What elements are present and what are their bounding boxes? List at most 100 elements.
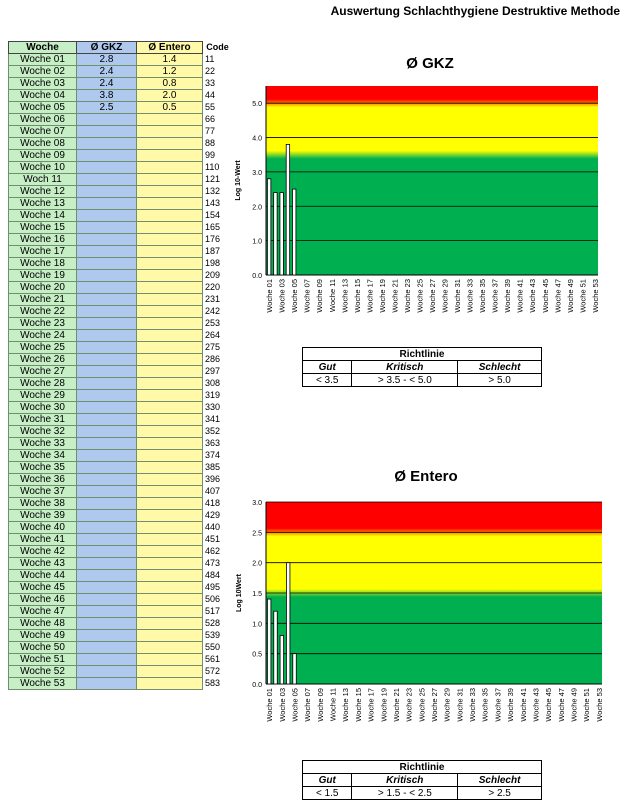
gkz-cell bbox=[76, 509, 137, 522]
entero-cell bbox=[136, 665, 203, 678]
table-row: Woche 46 506 bbox=[8, 593, 231, 606]
x-tick-label: Woche 03 bbox=[278, 688, 287, 722]
x-tick-label: Woche 33 bbox=[468, 688, 477, 722]
gkz-cell bbox=[76, 221, 137, 234]
y-tick-label: 1.0 bbox=[252, 621, 262, 628]
entero-cell bbox=[136, 629, 203, 642]
header-code: Code bbox=[202, 41, 231, 54]
table-row: Woche 38 418 bbox=[8, 497, 231, 510]
bar bbox=[267, 178, 272, 276]
table-row: Woche 02 2.4 1.2 22 bbox=[8, 65, 231, 78]
code-cell: 99 bbox=[202, 149, 231, 162]
x-tick-label: Woche 51 bbox=[578, 279, 587, 313]
x-tick-label: Woche 19 bbox=[378, 279, 387, 313]
guideline-value-gut: < 3.5 bbox=[301, 373, 353, 387]
entero-cell bbox=[136, 413, 203, 426]
code-cell: 506 bbox=[202, 593, 231, 606]
x-tick-label: Woche 47 bbox=[557, 688, 566, 722]
week-cell: Woche 35 bbox=[8, 461, 77, 474]
table-row: Woche 20 220 bbox=[8, 281, 231, 294]
gkz-cell bbox=[76, 401, 137, 414]
gkz-cell bbox=[76, 197, 137, 210]
x-tick-label: Woche 17 bbox=[365, 279, 374, 313]
table-row: Woche 22 242 bbox=[8, 305, 231, 318]
gkz-cell bbox=[76, 425, 137, 438]
x-tick-label: Woche 09 bbox=[316, 688, 325, 722]
x-tick-label: Woche 25 bbox=[415, 279, 424, 313]
entero-cell bbox=[136, 209, 203, 222]
table-row: Woche 10 110 bbox=[8, 161, 231, 174]
bar bbox=[273, 192, 278, 276]
x-tick-label: Woche 45 bbox=[541, 279, 550, 313]
week-cell: Woche 16 bbox=[8, 233, 77, 246]
table-row: Woche 01 2.8 1.4 11 bbox=[8, 53, 231, 66]
gkz-cell bbox=[76, 497, 137, 510]
x-tick-label: Woche 11 bbox=[329, 688, 338, 721]
y-tick-label: 5.0 bbox=[252, 101, 262, 108]
code-cell: 374 bbox=[202, 449, 231, 462]
code-cell: 286 bbox=[202, 353, 231, 366]
table-row: Woche 42 462 bbox=[8, 545, 231, 558]
y-axis-label: Log 10Wert bbox=[236, 573, 243, 612]
week-cell: Woche 38 bbox=[8, 497, 77, 510]
x-tick-label: Woche 53 bbox=[595, 688, 604, 722]
code-cell: 308 bbox=[202, 377, 231, 390]
week-cell: Woche 25 bbox=[8, 341, 77, 354]
week-cell: Woche 03 bbox=[8, 77, 77, 90]
week-cell: Woche 47 bbox=[8, 605, 77, 618]
chart-title-gkz: Ø GKZ bbox=[406, 55, 454, 72]
band-schlecht bbox=[266, 86, 598, 104]
code-cell: 539 bbox=[202, 629, 231, 642]
guideline-value-gut: < 1.5 bbox=[301, 786, 353, 800]
x-tick-label: Woche 13 bbox=[341, 688, 350, 722]
entero-cell bbox=[136, 185, 203, 198]
guideline-value-schlecht: > 5.0 bbox=[457, 373, 542, 387]
code-cell: 242 bbox=[202, 305, 231, 318]
x-tick-label: Woche 49 bbox=[569, 688, 578, 722]
guideline-kritisch: Kritisch bbox=[351, 773, 459, 787]
y-tick-label: 1.5 bbox=[252, 591, 262, 598]
entero-cell bbox=[136, 281, 203, 294]
x-tick-label: Woche 49 bbox=[566, 279, 575, 313]
week-cell: Woche 22 bbox=[8, 305, 77, 318]
week-cell: Woche 12 bbox=[8, 185, 77, 198]
code-cell: 110 bbox=[202, 161, 231, 174]
code-cell: 572 bbox=[202, 665, 231, 678]
bar bbox=[279, 635, 284, 685]
code-cell: 198 bbox=[202, 257, 231, 270]
table-row: Woche 27 297 bbox=[8, 365, 231, 378]
entero-cell: 2.0 bbox=[136, 89, 203, 102]
code-cell: 88 bbox=[202, 137, 231, 150]
week-cell: Woche 50 bbox=[8, 641, 77, 654]
band-gut bbox=[266, 154, 598, 275]
week-table: Woche Ø GKZ Ø Entero Code Woche 01 2.8 1.4… bbox=[8, 41, 231, 690]
code-cell: 583 bbox=[202, 677, 231, 690]
entero-cell bbox=[136, 581, 203, 594]
gkz-cell bbox=[76, 545, 137, 558]
guideline-head: Richtlinie bbox=[302, 760, 542, 774]
entero-cell bbox=[136, 389, 203, 402]
x-tick-label: Woche 43 bbox=[528, 279, 537, 313]
table-row: Woche 43 473 bbox=[8, 557, 231, 570]
gkz-cell bbox=[76, 677, 137, 690]
entero-cell bbox=[136, 533, 203, 546]
header-entero: Ø Entero bbox=[136, 41, 203, 54]
code-cell: 275 bbox=[202, 341, 231, 354]
code-cell: 132 bbox=[202, 185, 231, 198]
entero-cell bbox=[136, 437, 203, 450]
week-cell: Woche 34 bbox=[8, 449, 77, 462]
table-row: Woche 53 583 bbox=[8, 677, 231, 690]
y-tick-label: 0.0 bbox=[252, 273, 262, 280]
code-cell: 440 bbox=[202, 521, 231, 534]
entero-cell bbox=[136, 545, 203, 558]
week-cell: Woche 17 bbox=[8, 245, 77, 258]
code-cell: 495 bbox=[202, 581, 231, 594]
x-tick-label: Woche 29 bbox=[441, 279, 450, 313]
gkz-cell bbox=[76, 557, 137, 570]
week-table-body: Woche 01 2.8 1.4 11 Woche 02 2.4 1.2 22 Woche 03… bbox=[8, 53, 231, 690]
x-tick-label: Woche 27 bbox=[430, 688, 439, 722]
table-header-row: Woche Ø GKZ Ø Entero Code bbox=[8, 41, 231, 54]
entero-cell bbox=[136, 221, 203, 234]
band-schlecht bbox=[266, 502, 602, 533]
code-cell: 352 bbox=[202, 425, 231, 438]
